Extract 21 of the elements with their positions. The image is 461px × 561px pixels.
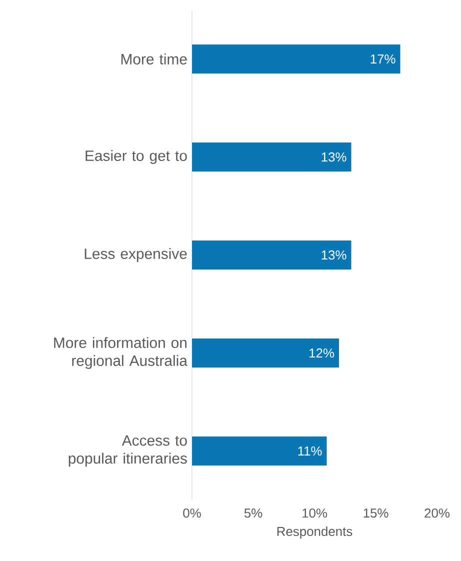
data-label: 13% [322,250,346,260]
bar [192,338,339,368]
y-tick-label: Easier to get to [86,150,187,164]
bar [192,44,400,74]
x-axis-title: Respondents [277,526,352,539]
data-label: 13% [322,152,346,162]
y-tick-label: Less expensive [84,248,187,262]
y-tick-label: Access to popular itineraries [68,435,187,467]
bar [192,142,352,172]
data-label: 11% [298,446,322,456]
data-label: 17% [370,54,396,64]
x-tick-label: 15% [364,508,388,518]
data-label: 12% [310,348,334,358]
bar [192,240,352,270]
x-tick-label: 10% [302,508,327,518]
x-tick-label: 5% [244,508,262,518]
bar [192,436,327,466]
x-tick-label: 0% [183,508,201,518]
y-tick-label: More time [121,54,187,64]
x-tick-label: 20% [424,508,450,518]
y-tick-label: More information on regional Australia [54,337,188,369]
